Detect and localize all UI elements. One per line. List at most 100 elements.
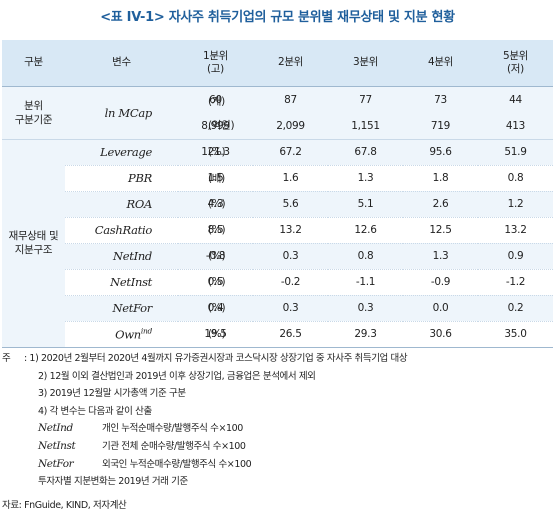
table-row: PBR (배) 1.5 1.6 1.3 1.8 0.8 <box>2 164 553 191</box>
header-q5: 5분위 (저) <box>478 40 553 87</box>
table-header-row: 구분 변수 1분위 (고) 2분위 3분위 4분위 5분위 (저) <box>2 40 553 87</box>
data-table: 구분 변수 1분위 (고) 2분위 3분위 4분위 5분위 (저) 분위 구분기준 l… <box>2 40 553 348</box>
def-symbol: NetInst <box>38 439 76 452</box>
var-unit: (억원) <box>208 119 235 131</box>
var-cell: Leverage (%) <box>65 138 226 165</box>
cell: -1.1 <box>328 268 403 295</box>
cell: 13.2 <box>253 216 328 243</box>
cell: 44 <box>478 86 553 113</box>
notes-label: 주 <box>2 353 11 364</box>
var-cell: NetInd (%) <box>65 242 226 269</box>
cell: 35.0 <box>478 320 553 347</box>
cell: -0.9 <box>403 268 478 295</box>
var-unit: (%) <box>208 146 226 158</box>
cell: 73 <box>403 86 478 113</box>
var-unit: (%) <box>208 328 226 340</box>
cell: 12.5 <box>403 216 478 243</box>
cell: 5.6 <box>253 190 328 217</box>
cell: 26.5 <box>253 320 328 347</box>
cell: 413 <box>478 112 553 139</box>
cell: 1,151 <box>328 112 403 139</box>
cell: 1.6 <box>253 164 328 191</box>
table-row: ROA (%) 4.3 5.6 5.1 2.6 1.2 <box>2 190 553 217</box>
var-unit: (%) <box>208 224 226 236</box>
table-row: CashRatio (%) 8.5 13.2 12.6 12.5 13.2 <box>2 216 553 243</box>
table-row: Ownind (%) 19.5 26.5 29.3 30.6 35.0 <box>2 320 553 347</box>
table-row: 분위 구분기준 ln MCap (개) (억원) 60 87 77 73 44 <box>2 86 553 139</box>
cell: 51.9 <box>478 138 553 165</box>
cell: 19.5 <box>178 320 253 347</box>
note-5: 투자자별 지분변화는 2019년 거래 기준 <box>38 476 188 488</box>
def-symbol: NetInd <box>38 422 73 435</box>
header-q1: 1분위 (고) <box>178 40 253 87</box>
var-cell: ROA (%) <box>65 190 226 217</box>
header-q4: 4분위 <box>403 40 478 87</box>
cell: 1.3 <box>328 164 403 191</box>
var-symbol: PBR <box>128 171 152 185</box>
cell: 719 <box>403 112 478 139</box>
var-unit: (개) <box>208 95 225 107</box>
cell: 30.6 <box>403 320 478 347</box>
note-3: 3) 2019년 12월말 시가총액 기준 구분 <box>38 388 186 400</box>
var-cell: NetFor (%) <box>65 294 226 321</box>
note-1: : 1) 2020년 2월부터 2020년 4월까지 유가증권시장과 코스닥시장… <box>24 353 408 364</box>
cell: 1.2 <box>478 190 553 217</box>
var-unit: (%) <box>208 302 226 314</box>
def-symbol: NetFor <box>38 457 74 470</box>
cell: 0.9 <box>478 242 553 269</box>
table-title: <표 IV-1> 자사주 취득기업의 규모 분위별 재무상태 및 지분 현황 <box>100 10 455 25</box>
cell: 5.1 <box>328 190 403 217</box>
cell: 2,099 <box>253 112 328 139</box>
var-symbol: NetInd <box>112 249 152 263</box>
def-text: 외국인 누적순매수량/발행주식 수×100 <box>102 458 252 470</box>
cell: 87 <box>253 86 328 113</box>
header-variable: 변수 <box>65 40 178 87</box>
cell: 0.8 <box>328 242 403 269</box>
cell: 4.3 <box>178 190 253 217</box>
cell: 67.8 <box>328 138 403 165</box>
cell: -1.2 <box>478 268 553 295</box>
header-q2: 2분위 <box>253 40 328 87</box>
var-cell: NetInst (%) <box>65 268 226 295</box>
cell: 121.3 <box>178 138 253 165</box>
cell: 0.5 <box>178 268 253 295</box>
group-label-financial: 재무상태 및 지분구조 <box>2 138 65 347</box>
note-2: 2) 12월 이외 결산법인과 2019년 이후 상장기업, 금융업은 분석에서… <box>38 370 316 382</box>
cell: 0.3 <box>328 294 403 321</box>
cell: 1.3 <box>403 242 478 269</box>
table-row: 8,999 2,099 1,151 719 413 <box>2 112 553 139</box>
def-text: 기관 전체 순매수량/발행주식 수×100 <box>102 440 246 452</box>
var-cell: ln MCap (개) (억원) <box>65 86 235 139</box>
cell: -0.8 <box>178 242 253 269</box>
var-symbol: Leverage <box>100 145 152 159</box>
var-unit: (배) <box>208 172 225 185</box>
var-symbol: NetFor <box>112 301 153 315</box>
table-row: NetFor (%) 0.4 0.3 0.3 0.0 0.2 <box>2 294 553 321</box>
cell: 1.8 <box>403 164 478 191</box>
cell: 0.3 <box>253 294 328 321</box>
group-label-quantile: 분위 구분기준 <box>2 86 65 139</box>
table-row: 재무상태 및 지분구조 Leverage (%) 121.3 67.2 67.8 9… <box>2 138 553 347</box>
cell: 0.0 <box>403 294 478 321</box>
cell: 0.3 <box>253 242 328 269</box>
header-q3: 3분위 <box>328 40 403 87</box>
cell: 0.4 <box>178 294 253 321</box>
source-line: 자료: FnGuide, KIND, 저자계산 <box>2 500 127 511</box>
def-text: 개인 누적순매수량/발행주식 수×100 <box>102 423 243 435</box>
var-symbol: CashRatio <box>94 223 153 237</box>
cell: 77 <box>328 86 403 113</box>
header-group: 구분 <box>2 40 65 87</box>
cell: 8,999 <box>178 112 253 139</box>
var-cell: CashRatio (%) <box>65 216 226 243</box>
cell: 1.5 <box>178 164 253 191</box>
note-4: 4) 각 변수는 다음과 같이 산출 <box>38 405 152 417</box>
cell: 8.5 <box>178 216 253 243</box>
var-symbol: ln MCap <box>104 105 153 120</box>
cell: 0.8 <box>478 164 553 191</box>
var-symbol: ROA <box>126 197 153 211</box>
var-unit: (%) <box>208 250 226 262</box>
cell: 95.6 <box>403 138 478 165</box>
cell: 13.2 <box>478 216 553 243</box>
var-cell: Ownind (%) <box>65 320 226 347</box>
var-symbol: Ownind <box>115 326 152 342</box>
